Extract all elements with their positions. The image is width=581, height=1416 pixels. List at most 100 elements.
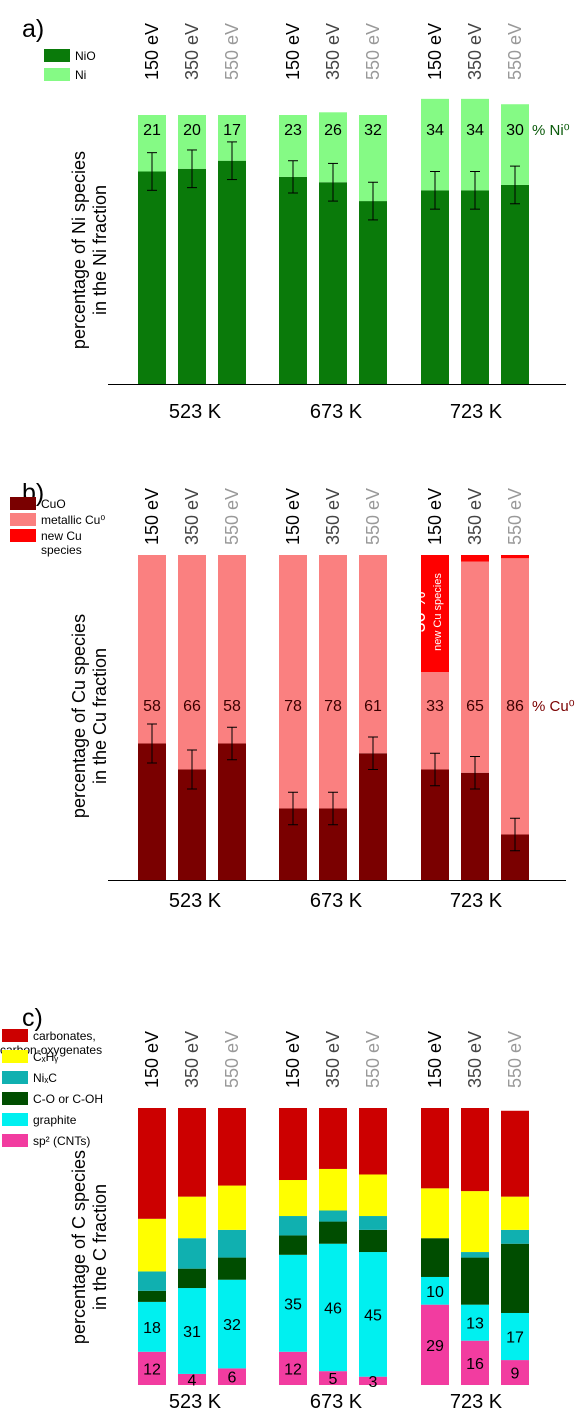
bar-segment bbox=[501, 184, 529, 384]
legend-swatch bbox=[44, 49, 70, 62]
legend-label: species bbox=[41, 543, 82, 557]
error-bar bbox=[187, 149, 197, 189]
bar-segment bbox=[138, 171, 166, 384]
bar-segment bbox=[218, 1368, 246, 1385]
bar-segment bbox=[138, 555, 166, 744]
bar-value-label: 29 bbox=[426, 1338, 444, 1355]
bar-segment bbox=[218, 555, 246, 744]
bar-segment bbox=[461, 561, 489, 773]
bar-value-label: 17 bbox=[223, 122, 241, 139]
energy-label: 150 eV bbox=[425, 23, 445, 80]
bar-segment bbox=[461, 1252, 489, 1258]
error-bar bbox=[470, 170, 480, 210]
energy-label: 350 eV bbox=[323, 1031, 343, 1088]
energy-label: 150 eV bbox=[283, 23, 303, 80]
bar-segment bbox=[421, 555, 449, 672]
energy-label: 350 eV bbox=[182, 23, 202, 80]
bar-segment bbox=[359, 1108, 387, 1175]
stacked-bar bbox=[319, 112, 347, 384]
bar-segment bbox=[461, 1108, 489, 1192]
bar-segment bbox=[421, 1238, 449, 1277]
energy-label: 550 eV bbox=[222, 488, 242, 545]
bar-segment bbox=[421, 1108, 449, 1189]
callout-value: 36 % bbox=[409, 591, 429, 632]
stacked-bar bbox=[178, 555, 206, 880]
energy-label: 150 eV bbox=[283, 1031, 303, 1088]
error-bar bbox=[328, 162, 338, 202]
bar-value-label: 58 bbox=[223, 698, 241, 715]
bar-segment bbox=[359, 753, 387, 880]
panel-label: c) bbox=[22, 1004, 43, 1032]
bar-segment bbox=[138, 1108, 166, 1219]
bar-segment bbox=[461, 1340, 489, 1385]
legend-label: NiO bbox=[75, 49, 96, 63]
bar-value-label: 5 bbox=[329, 1371, 338, 1388]
energy-label: 350 eV bbox=[323, 488, 343, 545]
bar-segment bbox=[178, 1373, 206, 1385]
bar-segment bbox=[279, 1235, 307, 1255]
bar-segment bbox=[461, 772, 489, 880]
error-bar bbox=[510, 817, 520, 852]
bar-segment bbox=[359, 1252, 387, 1377]
legend: carbonates,carbon-oxygenatesCₓHᵧNiₓCC-O … bbox=[0, 1029, 103, 1148]
stacked-bar bbox=[501, 1110, 529, 1385]
bar-segment bbox=[279, 555, 307, 809]
stacked-bar bbox=[319, 555, 347, 880]
bar-segment bbox=[138, 1351, 166, 1385]
bar-segment bbox=[421, 769, 449, 880]
bar-value-label: 66 bbox=[183, 698, 201, 715]
bar-value-label: 45 bbox=[364, 1307, 382, 1324]
bar-segment bbox=[218, 1257, 246, 1280]
stacked-bar bbox=[359, 555, 387, 880]
bar-segment bbox=[319, 1371, 347, 1385]
bar-segment bbox=[218, 1185, 246, 1230]
bar-segment bbox=[279, 176, 307, 384]
bar-value-label: 12 bbox=[284, 1361, 302, 1378]
stacked-bar bbox=[501, 104, 529, 384]
bar-segment bbox=[461, 555, 489, 562]
energy-label: 150 eV bbox=[142, 1031, 162, 1088]
bar-segment bbox=[359, 1216, 387, 1230]
energy-label: 550 eV bbox=[363, 1031, 383, 1088]
bar-segment bbox=[501, 1360, 529, 1385]
bar-value-label: 78 bbox=[324, 698, 342, 715]
bar-segment bbox=[178, 555, 206, 770]
group-label: 523 K bbox=[169, 890, 222, 912]
bar-value-label: 34 bbox=[466, 122, 484, 139]
legend-label: NiₓC bbox=[33, 1071, 57, 1085]
legend-swatch bbox=[10, 513, 36, 526]
legend-swatch bbox=[2, 1113, 28, 1126]
energy-label: 350 eV bbox=[182, 1031, 202, 1088]
stacked-bar bbox=[461, 1108, 489, 1385]
y-axis-label: percentage of C species bbox=[69, 1150, 89, 1344]
error-bar bbox=[368, 736, 378, 770]
bar-value-label: 34 bbox=[426, 122, 444, 139]
legend-label: carbonates, bbox=[33, 1029, 96, 1043]
bar-segment bbox=[421, 1188, 449, 1239]
group-label: 723 K bbox=[450, 401, 503, 423]
bar-segment bbox=[319, 1243, 347, 1372]
energy-label: 550 eV bbox=[363, 488, 383, 545]
error-bar bbox=[470, 756, 480, 790]
stacked-bar bbox=[138, 115, 166, 384]
bar-segment bbox=[178, 168, 206, 384]
bar-segment bbox=[138, 1271, 166, 1291]
bar-value-label: 17 bbox=[506, 1330, 524, 1347]
y-axis-label: percentage of Ni species bbox=[69, 151, 89, 349]
bar-segment bbox=[501, 1243, 529, 1313]
bar-value-label: 30 bbox=[506, 122, 524, 139]
unit-note: % Cu⁰ bbox=[532, 698, 575, 715]
bar-segment bbox=[218, 743, 246, 880]
bar-segment bbox=[178, 1108, 206, 1197]
energy-label: 150 eV bbox=[425, 488, 445, 545]
bar-segment bbox=[279, 1216, 307, 1236]
legend-label: CuO bbox=[41, 497, 66, 511]
stacked-bar bbox=[218, 115, 246, 384]
stacked-bar bbox=[359, 115, 387, 384]
bar-value-label: 21 bbox=[143, 122, 161, 139]
bar-segment bbox=[279, 1351, 307, 1385]
legend-swatch bbox=[44, 68, 70, 81]
bar-segment bbox=[461, 190, 489, 384]
bar-segment bbox=[461, 1304, 489, 1341]
